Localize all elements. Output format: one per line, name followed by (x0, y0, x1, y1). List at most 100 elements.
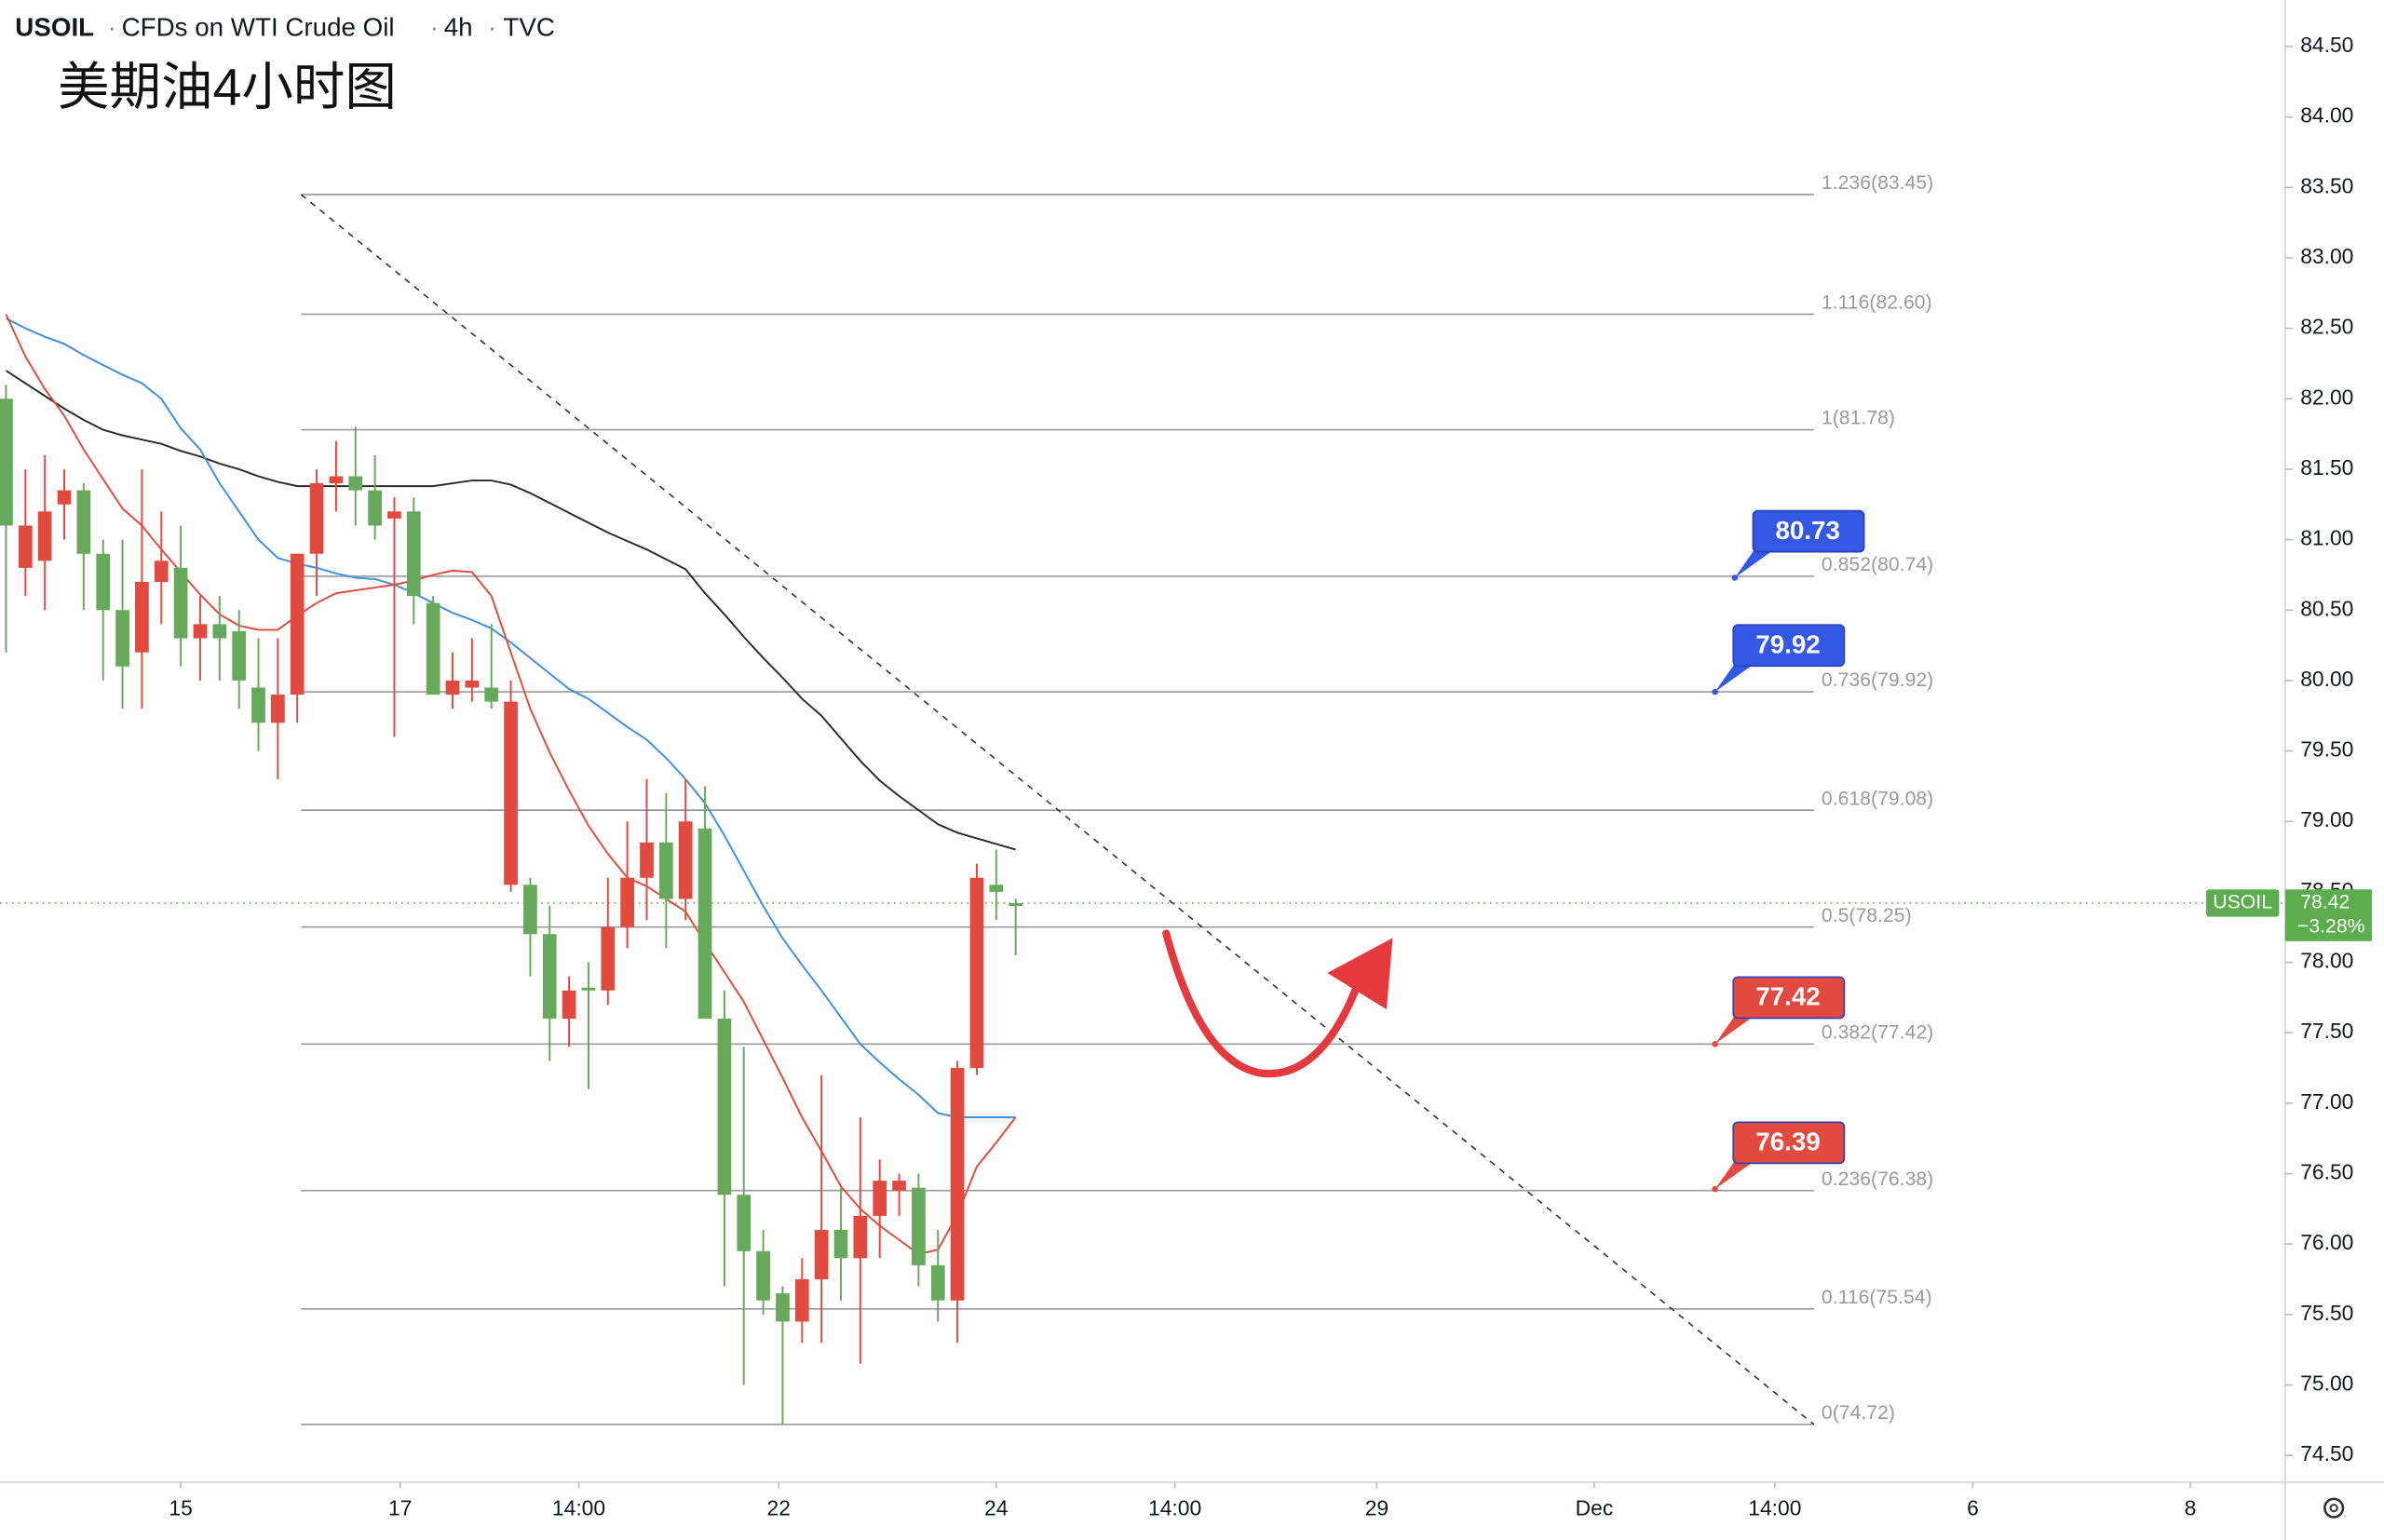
x-tick-label: 15 (169, 1495, 192, 1520)
candle-body (969, 877, 984, 1069)
candle-body (135, 581, 149, 653)
x-tick-label: 24 (984, 1495, 1009, 1520)
y-tick-label: 82.50 (2300, 315, 2353, 339)
symbol-tag (2205, 889, 2280, 917)
fib-label: 0(74.72) (1822, 1402, 1895, 1424)
candle-body (173, 567, 188, 639)
callout-tail (1714, 1013, 1758, 1045)
candle-body (154, 561, 169, 582)
fib-label: 0.116(75.54) (1822, 1287, 1932, 1308)
candle-body (562, 990, 576, 1020)
interval: 4h (444, 12, 473, 41)
trend-line (300, 194, 1815, 1425)
price-tag (2284, 889, 2372, 941)
candle-body (0, 399, 13, 526)
y-tick-label: 79.00 (2300, 807, 2353, 831)
chart-title: 美期油4小时图 (58, 59, 397, 116)
settings-icon[interactable] (2323, 1497, 2345, 1519)
candle-body (756, 1250, 770, 1301)
candle-body (465, 680, 480, 688)
moving-average (5, 370, 1016, 851)
candle-body (794, 1279, 809, 1322)
price-tag-value: 78.42 (2300, 892, 2350, 913)
candle-body (523, 885, 537, 935)
candle-body (737, 1195, 752, 1251)
forecast-arrow (1162, 929, 1393, 1078)
x-tick-label: 6 (1967, 1495, 1979, 1520)
symbol: USOIL (15, 12, 94, 41)
y-tick-label: 76.00 (2300, 1230, 2353, 1254)
candle-body (989, 885, 1004, 892)
fib-label: 1.236(83.45) (1822, 172, 1933, 194)
x-tick-label: 8 (2185, 1495, 2197, 1520)
candle-body (406, 511, 421, 597)
y-tick-label: 83.00 (2300, 244, 2353, 268)
candle-body (309, 483, 324, 554)
x-tick-label: 14:00 (1148, 1495, 1201, 1520)
plot-area: 1.236(83.45) 1.116(82.60) 1(81.78) 0.852(80… (0, 172, 2285, 1425)
fib-label: 0.5(78.25) (1822, 905, 1912, 926)
callout-tail (1714, 1158, 1758, 1190)
separator: · (108, 13, 116, 41)
x-tick-label: 22 (767, 1495, 791, 1520)
candle-body (658, 842, 673, 899)
callout-tail (1734, 547, 1778, 578)
candle-body (912, 1187, 926, 1265)
candle-body (271, 695, 285, 723)
y-tick-label: 74.50 (2300, 1441, 2353, 1466)
price-tag-change: −3.28% (2297, 916, 2365, 938)
candle-body (873, 1181, 887, 1216)
y-tick-label: 84.00 (2300, 103, 2353, 128)
moving-average (5, 314, 1017, 1255)
x-tick-label: 17 (388, 1495, 412, 1520)
candle-body (18, 525, 33, 568)
callout-label: 77.42 (1755, 982, 1820, 1011)
candle-body (212, 624, 227, 639)
y-tick-label: 83.50 (2300, 173, 2353, 197)
candle-body (37, 511, 52, 561)
candle-body (251, 687, 265, 723)
candle-body (542, 934, 557, 1020)
candle-body (678, 821, 693, 899)
description: CFDs on WTI Crude Oil (122, 12, 395, 41)
symbol-tag-label: USOIL (2213, 892, 2272, 913)
x-tick-label: 14:00 (1748, 1495, 1801, 1520)
y-tick-label: 76.50 (2300, 1160, 2353, 1184)
candle-body (620, 877, 634, 927)
candle-body (601, 926, 616, 991)
y-tick-label: 78.00 (2300, 949, 2353, 973)
fib-label: 0.618(79.08) (1822, 788, 1933, 809)
candle-body (368, 490, 382, 526)
arrow-curve (1162, 929, 1361, 1078)
x-tick-label: 29 (1365, 1495, 1388, 1520)
x-tick-label: 14:00 (552, 1495, 605, 1520)
candle-body (853, 1215, 868, 1259)
callout-label: 79.92 (1755, 629, 1820, 658)
callout-box (1732, 1121, 1846, 1165)
source: TVC (503, 12, 555, 41)
y-tick-label: 77.00 (2300, 1089, 2353, 1114)
candle-body (329, 476, 344, 484)
candle-body (387, 511, 401, 519)
candle-body (892, 1181, 906, 1191)
candle-body (640, 842, 654, 878)
callout-box (1732, 976, 1846, 1020)
y-tick-label: 82.00 (2300, 385, 2353, 409)
candle-body (193, 624, 208, 639)
candle-body (290, 553, 305, 696)
fib-label: 1.116(82.60) (1822, 292, 1932, 314)
y-tick-label: 81.00 (2300, 526, 2353, 550)
y-tick-label: 77.50 (2300, 1019, 2353, 1043)
y-tick-label: 75.50 (2300, 1301, 2353, 1325)
callout-label: 76.39 (1755, 1128, 1820, 1156)
candle-body (950, 1068, 965, 1301)
candle-body (504, 701, 518, 885)
y-tick-label: 80.50 (2300, 596, 2353, 620)
settings-button[interactable] (2323, 1497, 2345, 1519)
candle-body (96, 553, 111, 611)
y-tick-label: 75.00 (2300, 1371, 2353, 1396)
candle-body (776, 1293, 790, 1322)
candle-body (814, 1230, 829, 1280)
separator: · (488, 13, 496, 41)
